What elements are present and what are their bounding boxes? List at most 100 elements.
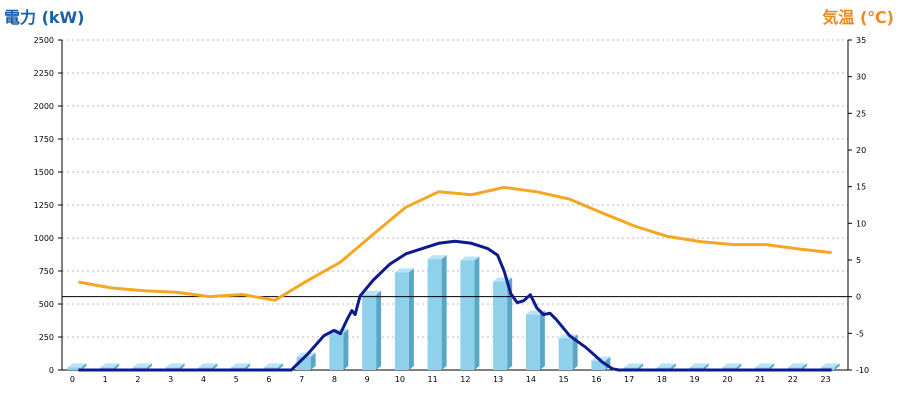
right-tick-label: 10 (856, 219, 866, 228)
bar-top (67, 363, 87, 368)
left-tick-label: 500 (39, 300, 54, 309)
bar-side (703, 363, 709, 370)
bar-top (132, 363, 152, 368)
bar-side (343, 329, 349, 370)
x-tick-label: 18 (657, 375, 667, 384)
bar-side (572, 334, 578, 370)
bar-front (591, 360, 606, 370)
x-tick-label: 19 (690, 375, 700, 384)
x-tick-label: 20 (722, 375, 732, 384)
right-tick-label: 35 (856, 36, 866, 45)
x-tick-label: 10 (395, 375, 405, 384)
x-tick-label: 9 (365, 375, 370, 384)
right-tick-label: -10 (856, 366, 869, 375)
x-tick-label: 13 (493, 375, 503, 384)
bar-top (820, 363, 840, 368)
x-tick-label: 8 (332, 375, 337, 384)
x-tick-label: 7 (299, 375, 304, 384)
x-tick-label: 0 (70, 375, 75, 384)
bar (67, 363, 87, 370)
bar-top (231, 363, 251, 368)
bar (394, 268, 414, 370)
right-axis-title: 気温 (℃) (822, 8, 894, 27)
x-tick-label: 14 (526, 375, 536, 384)
bar-front (493, 281, 508, 370)
bar-top (460, 256, 480, 261)
left-axis-title: 電力 (kW) (4, 8, 85, 27)
bar-front (362, 294, 377, 370)
bar-top (787, 363, 807, 368)
bar (558, 334, 578, 370)
bar-top (722, 363, 742, 368)
left-tick-label: 1000 (34, 234, 54, 243)
bar (493, 277, 513, 370)
x-tick-label: 11 (428, 375, 438, 384)
bar-top (362, 290, 382, 295)
bar-front (394, 272, 409, 370)
left-tick-label: 250 (39, 333, 54, 342)
bar (329, 329, 349, 370)
x-tick-label: 12 (460, 375, 470, 384)
bar-top (198, 363, 218, 368)
x-tick-label: 16 (591, 375, 601, 384)
left-tick-label: 1250 (34, 201, 54, 210)
left-tick-label: 0 (49, 366, 54, 375)
x-tick-label: 6 (266, 375, 271, 384)
x-tick-label: 21 (755, 375, 765, 384)
bar-side (376, 290, 382, 370)
x-tick-label: 5 (234, 375, 239, 384)
bar-side (277, 363, 283, 370)
bar-side (801, 363, 807, 370)
bar-top (263, 363, 283, 368)
bar (427, 255, 447, 370)
temperature-line (78, 185, 832, 302)
x-tick-label: 15 (559, 375, 569, 384)
x-tick-label: 2 (135, 375, 140, 384)
left-tick-label: 2500 (34, 36, 54, 45)
left-tick-label: 750 (39, 267, 54, 276)
bar-side (310, 352, 316, 370)
bar-side (769, 363, 775, 370)
right-tick-label: 5 (856, 256, 861, 265)
bar-top (165, 363, 185, 368)
bar (460, 256, 480, 370)
bar-side (81, 363, 87, 370)
bar-top (100, 363, 120, 368)
bar-top (624, 363, 644, 368)
bar-top (689, 363, 709, 368)
left-tick-label: 1500 (34, 168, 54, 177)
bar-side (670, 363, 676, 370)
right-tick-label: 30 (856, 73, 866, 82)
x-tick-label: 1 (103, 375, 108, 384)
bar-top (427, 255, 447, 260)
right-tick-label: 25 (856, 109, 866, 118)
bar-front (558, 338, 573, 370)
bar-top (394, 268, 414, 273)
bar-side (146, 363, 152, 370)
bar-front (525, 314, 540, 370)
bar-side (507, 277, 513, 370)
x-tick-label: 4 (201, 375, 206, 384)
bar-front (329, 333, 344, 370)
bar-side (736, 363, 742, 370)
bar-side (441, 255, 447, 370)
bar-side (638, 363, 644, 370)
right-tick-label: -5 (856, 329, 864, 338)
right-tick-label: 0 (856, 293, 861, 302)
left-tick-label: 1750 (34, 135, 54, 144)
right-tick-label: 20 (856, 146, 866, 155)
bar (362, 290, 382, 370)
left-tick-label: 2250 (34, 69, 54, 78)
right-tick-label: 15 (856, 183, 866, 192)
x-tick-label: 22 (788, 375, 798, 384)
bar-side (834, 363, 840, 370)
bar-front (67, 367, 82, 370)
left-tick-label: 2000 (34, 102, 54, 111)
power-line (78, 239, 832, 372)
bar-side (179, 363, 185, 370)
x-tick-label: 17 (624, 375, 634, 384)
x-tick-label: 23 (821, 375, 831, 384)
bar-side (408, 268, 414, 370)
